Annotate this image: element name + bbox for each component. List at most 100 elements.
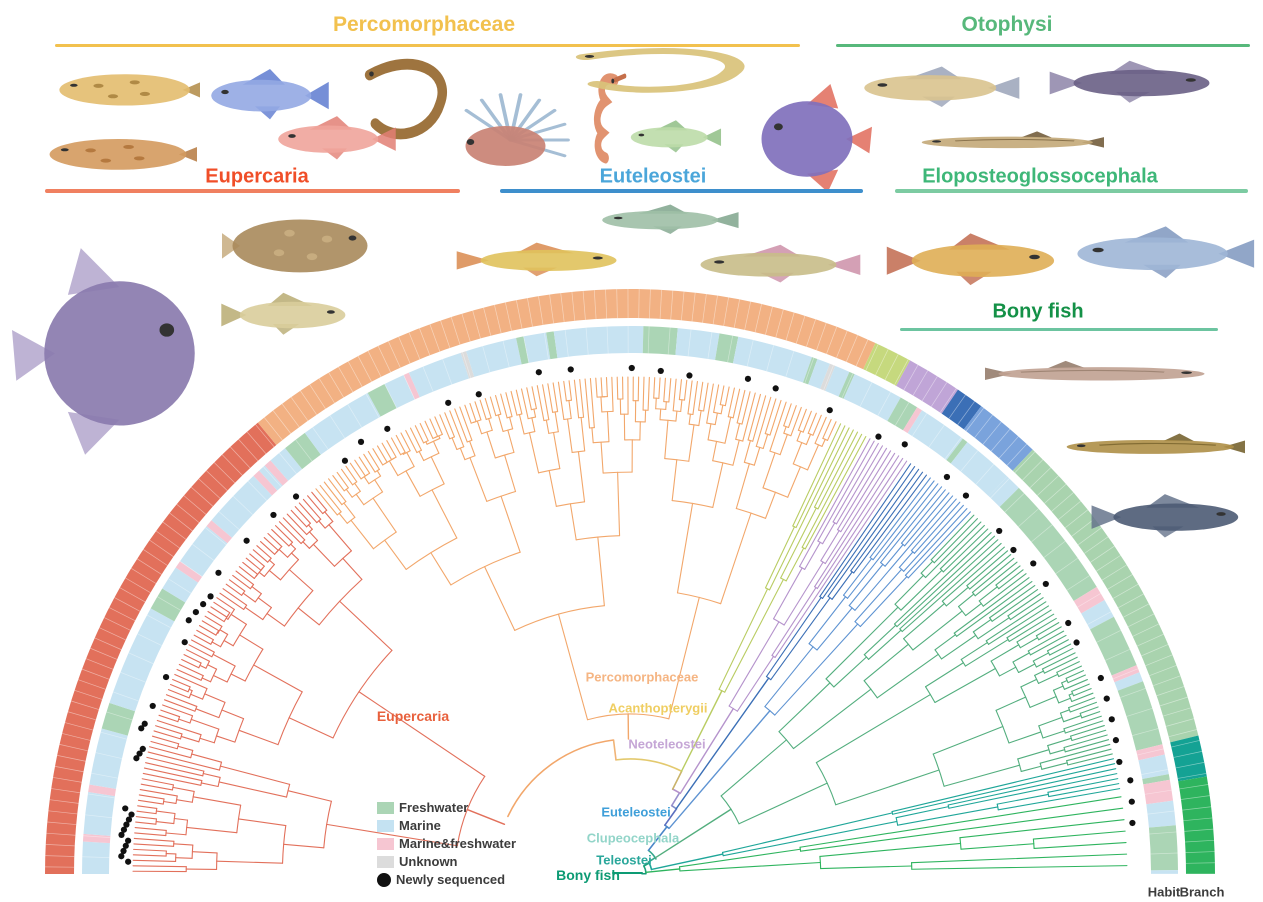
fish-part	[954, 139, 1075, 142]
ring-tick	[505, 302, 512, 331]
fish-golden-killifish	[886, 233, 1055, 286]
tree-branch	[671, 770, 683, 790]
fish-part	[466, 139, 475, 145]
habit-ring-segment	[516, 336, 529, 365]
tree-branch	[1041, 652, 1076, 670]
tree-branch	[186, 826, 238, 834]
fish-part	[1113, 503, 1239, 531]
tree-branch	[459, 406, 473, 441]
ring-tick	[1123, 603, 1150, 618]
ring-tick	[157, 596, 181, 611]
tree-branch	[813, 429, 854, 508]
tree-branch	[319, 484, 342, 513]
ring-tick	[198, 478, 221, 499]
clade-ring-segment	[1012, 449, 1199, 743]
ring-tick	[131, 568, 157, 584]
tree-branch	[167, 689, 190, 699]
tree-branch	[312, 543, 336, 567]
habit-ring-segment	[675, 328, 720, 360]
tree-branch	[372, 448, 384, 466]
tree-branch	[1071, 692, 1094, 703]
tree-branch	[290, 509, 308, 528]
tree-branch	[444, 412, 456, 438]
ring-tick	[1105, 649, 1130, 661]
tree-branch	[207, 664, 218, 670]
habit-ring-segment	[1142, 774, 1170, 785]
ring-tick	[982, 421, 1002, 445]
ring-tick	[398, 336, 411, 364]
group-header-bony-fish: Bony fish	[992, 300, 1084, 323]
fish-part	[594, 73, 619, 164]
clade-ring-segment	[257, 289, 876, 445]
ring-tick	[62, 733, 91, 741]
tree-branch	[1017, 749, 1050, 760]
ring-tick	[85, 658, 114, 670]
tree-branch	[765, 596, 822, 678]
tree-branch	[969, 554, 1012, 590]
clade-ring-segment	[963, 406, 1033, 471]
fish-part	[139, 91, 150, 96]
tree-branch	[665, 401, 667, 410]
newly-sequenced-dot	[192, 609, 199, 616]
tree-branch	[323, 481, 343, 506]
tree-branch	[821, 466, 916, 599]
tree-branch	[671, 459, 678, 502]
ring-tick	[1137, 748, 1164, 756]
ring-tick	[230, 446, 251, 469]
ring-tick	[218, 511, 240, 530]
newly-sequenced-dot	[384, 425, 391, 432]
tree-branch	[133, 843, 175, 847]
habit-ring-segment	[946, 438, 968, 464]
tree-branch	[806, 444, 820, 471]
ring-tick	[94, 637, 122, 650]
tree-branch	[338, 512, 348, 524]
tree-branch	[714, 412, 718, 426]
ring-tick	[560, 293, 565, 322]
tree-branch	[836, 447, 888, 531]
tree-branch	[600, 377, 603, 398]
fish-part	[273, 249, 285, 257]
tree-branch	[903, 602, 945, 640]
tree-branch	[533, 408, 537, 418]
tree-branch	[414, 425, 425, 444]
ring-tick	[836, 330, 848, 358]
tree-branch	[617, 471, 621, 537]
tree-branch	[960, 843, 1035, 850]
tree-branch	[219, 765, 291, 785]
ring-tick	[1090, 545, 1115, 563]
ring-tick	[125, 577, 151, 593]
tree-branch	[554, 411, 559, 433]
tree-branch	[388, 460, 399, 477]
ring-tick	[744, 301, 751, 331]
fish-part	[456, 251, 489, 270]
fish-part	[1047, 360, 1086, 369]
group-header-eloposteoglossocephala: Eloposteoglossocephala	[922, 165, 1158, 188]
fish-part	[700, 252, 837, 277]
habit-ring-segment	[907, 410, 963, 461]
ring-tick	[727, 335, 734, 363]
tree-branch	[449, 410, 465, 448]
tree-branch	[1032, 830, 1126, 840]
ring-tick	[91, 772, 118, 779]
ring-tick	[312, 427, 329, 450]
tree-branch	[282, 517, 306, 541]
ring-tick	[1149, 664, 1177, 676]
tree-branch	[796, 430, 802, 442]
ring-tick	[64, 722, 94, 731]
tree-branch	[136, 810, 157, 815]
fish-part	[702, 128, 722, 147]
newly-sequenced-dot	[270, 511, 277, 519]
tree-branch	[149, 746, 192, 759]
tree-branch	[1048, 783, 1120, 798]
tree-branch	[712, 462, 724, 508]
tree-branch	[381, 442, 393, 461]
tree-branch	[995, 696, 1027, 711]
tree-branch	[643, 862, 650, 867]
ring-tick	[543, 332, 549, 360]
tree-branch	[438, 435, 441, 439]
newly-sequenced-dot	[141, 720, 148, 727]
ring-tick	[841, 373, 854, 399]
fish-part	[159, 323, 175, 337]
tree-branch	[800, 807, 1124, 852]
tree-branch	[1019, 637, 1039, 649]
